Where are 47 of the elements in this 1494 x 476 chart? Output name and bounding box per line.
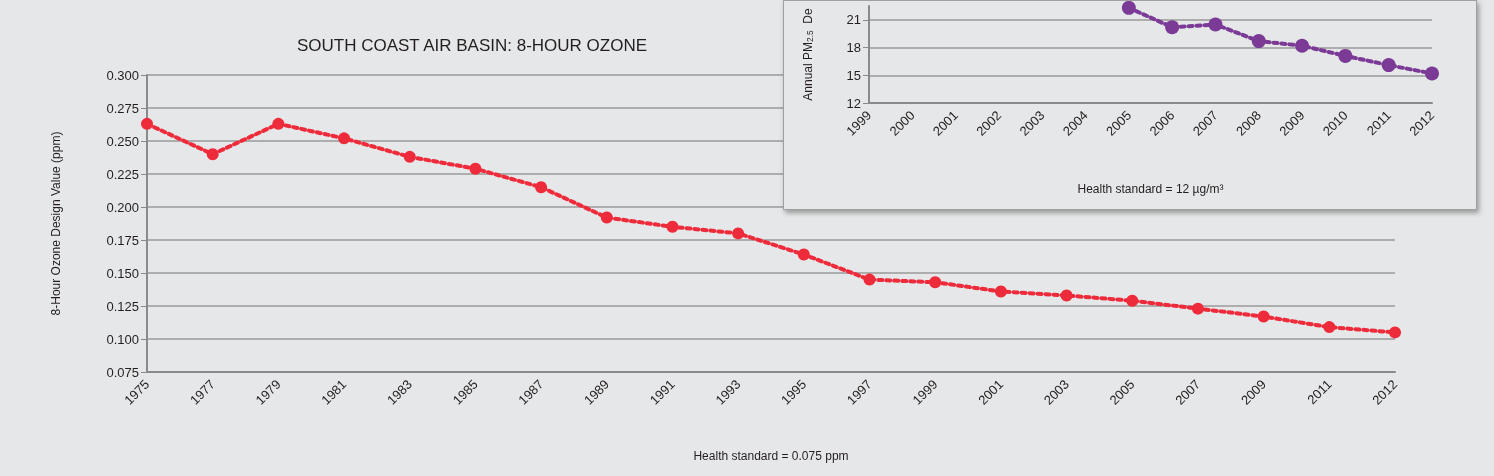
point xyxy=(1121,1,1136,15)
y-tick-label: 12 xyxy=(846,95,861,111)
point xyxy=(1323,321,1336,334)
point xyxy=(1381,58,1396,73)
point xyxy=(403,150,416,163)
y-axis-title: 8-Hour Ozone Design Value (ppm) xyxy=(49,131,63,316)
y-tick-label: 0.075 xyxy=(106,364,139,380)
point xyxy=(1338,48,1353,63)
y-tick-label: 0.300 xyxy=(106,67,139,83)
y-tick-label: 18 xyxy=(846,40,861,56)
y-tick-label: 0.150 xyxy=(106,265,139,281)
y-tick-label: 0.175 xyxy=(106,232,139,248)
point xyxy=(535,181,548,194)
y-axis-title: Annual PM2.5 De xyxy=(800,8,815,101)
point xyxy=(1208,17,1223,32)
point xyxy=(600,211,613,224)
y-tick-label: 21 xyxy=(846,12,861,28)
point xyxy=(338,132,351,145)
point xyxy=(797,248,810,261)
point xyxy=(863,273,876,286)
point xyxy=(666,220,679,233)
point xyxy=(1165,20,1180,35)
point xyxy=(1389,326,1401,339)
y-tick-label: 0.275 xyxy=(106,100,139,116)
x-axis-title: Health standard = 12 µg/m³ xyxy=(1077,182,1224,196)
y-tick-label: 0.250 xyxy=(106,133,139,149)
point xyxy=(1251,34,1266,49)
point xyxy=(1425,66,1439,81)
x-axis-title: Health standard = 0.075 ppm xyxy=(693,449,849,463)
y-tick-label: 15 xyxy=(846,67,861,83)
y-tick-label: 0.225 xyxy=(106,166,139,182)
y-tick-label: 0.125 xyxy=(106,298,139,314)
point xyxy=(732,227,745,240)
point xyxy=(1060,289,1073,302)
point xyxy=(1257,310,1270,323)
y-tick-label: 0.200 xyxy=(106,199,139,215)
point xyxy=(1126,294,1139,307)
point xyxy=(469,162,482,175)
point xyxy=(1295,38,1310,53)
chart-title: SOUTH COAST AIR BASIN: 8-HOUR OZONE xyxy=(296,36,648,55)
point xyxy=(206,148,219,161)
point xyxy=(272,117,285,130)
point xyxy=(994,285,1007,298)
point xyxy=(929,276,942,289)
point xyxy=(1191,302,1204,315)
y-tick-label: 0.100 xyxy=(106,331,139,347)
point xyxy=(141,117,153,130)
